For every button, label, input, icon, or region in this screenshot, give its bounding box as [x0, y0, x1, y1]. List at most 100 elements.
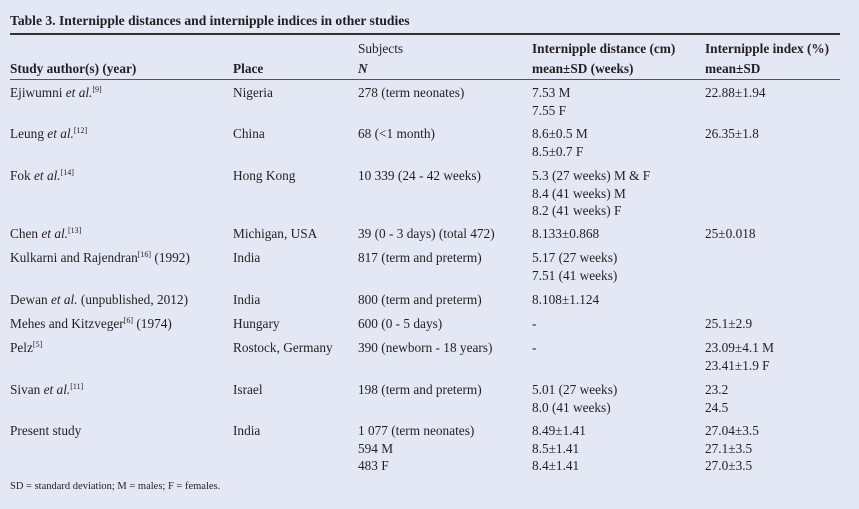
index-line: 27.04±3.5: [705, 423, 759, 438]
subjects-cell: 600 (0 - 5 days): [358, 315, 442, 333]
author-cell: Dewan et al. (unpublished, 2012): [10, 291, 188, 309]
header-author: Study author(s) (year): [10, 59, 136, 79]
et-al: et al.: [65, 85, 93, 100]
subjects-cell: 817 (term and preterm): [358, 249, 482, 267]
table-title: Table 3. Internipple distances and inter…: [10, 13, 410, 28]
index-cell: 25±0.018: [705, 225, 756, 243]
author-name: Ejiwumni: [10, 85, 66, 100]
subjects-cell: 68 (<1 month): [358, 125, 435, 143]
header-distance: Internipple distance (cm) mean±SD (weeks…: [532, 39, 675, 79]
index-cell: 26.35±1.8: [705, 125, 759, 143]
index-line: 23.2: [705, 382, 729, 397]
header-index-label: Internipple index (%): [705, 41, 830, 56]
author-cell: Leung et al.[12]: [10, 125, 87, 143]
index-cell: 25.1±2.9: [705, 315, 752, 333]
subjects-line: 278 (term neonates): [358, 85, 465, 100]
distance-cell: -: [532, 339, 536, 357]
author-cell: Kulkarni and Rajendran[16] (1992): [10, 249, 190, 267]
place-cell: China: [233, 126, 265, 141]
distance-line: 5.3 (27 weeks) M & F: [532, 168, 651, 183]
place-cell: India: [233, 292, 261, 307]
subjects-line: 10 339 (24 - 42 weeks): [358, 168, 481, 183]
distance-cell: 7.53 M 7.55 F: [532, 84, 570, 119]
subjects-cell: 39 (0 - 3 days) (total 472): [358, 225, 495, 243]
index-line: 25.1±2.9: [705, 316, 753, 331]
subjects-cell: 198 (term and preterm): [358, 381, 482, 399]
distance-cell: 5.01 (27 weeks) 8.0 (41 weeks): [532, 381, 617, 416]
distance-line: 8.4±1.41: [532, 458, 580, 473]
subjects-cell: 278 (term neonates): [358, 84, 464, 102]
place-cell: India: [233, 423, 261, 438]
header-subjects-n: N: [358, 61, 368, 76]
subjects-cell: 1 077 (term neonates) 594 M 483 F: [358, 422, 474, 475]
author-cell: Present study: [10, 422, 81, 440]
et-al: et al.: [41, 226, 68, 241]
distance-line: 8.133±0.868: [532, 226, 600, 241]
author-name: Dewan: [10, 292, 51, 307]
et-al: et al.: [47, 126, 74, 141]
distance-line: 7.51 (41 weeks): [532, 267, 618, 283]
distance-cell: 8.49±1.41 8.5±1.41 8.4±1.41: [532, 422, 586, 475]
subjects-line: 800 (term and preterm): [358, 292, 482, 307]
author-suffix: (unpublished, 2012): [77, 292, 189, 307]
reference: [16]: [137, 250, 152, 259]
header-place: Place: [233, 59, 263, 79]
reference: [13]: [68, 226, 82, 235]
author-name: Pelz: [10, 340, 33, 355]
subjects-line: 39 (0 - 3 days) (total 472): [358, 226, 495, 241]
et-al: et al.: [50, 292, 78, 307]
et-al: et al.: [43, 382, 71, 397]
place-cell: Israel: [233, 382, 263, 397]
distance-line: 7.55 F: [532, 102, 566, 118]
author-cell: Sivan et al.[11]: [10, 381, 83, 399]
header-author-label: Study author(s) (year): [10, 61, 137, 76]
index-line: 27.1±3.5: [705, 440, 753, 456]
subjects-line: 68 (<1 month): [358, 126, 435, 141]
author-cell: Ejiwumni et al.[9]: [10, 84, 102, 102]
top-rule: [10, 33, 840, 35]
reference: [11]: [70, 382, 84, 391]
distance-line: 8.0 (41 weeks): [532, 399, 611, 415]
distance-line: 8.49±1.41: [532, 423, 586, 438]
header-subjects-label: Subjects: [358, 41, 404, 56]
author-cell: Pelz[5]: [10, 339, 42, 357]
index-line: 23.09±4.1 M: [705, 340, 774, 355]
author-name: Mehes and Kitzveger: [10, 316, 124, 331]
subjects-cell: 800 (term and preterm): [358, 291, 482, 309]
header-distance-sub: mean±SD (weeks): [532, 61, 634, 76]
subjects-cell: 390 (newborn - 18 years): [358, 339, 492, 357]
distance-line: 5.17 (27 weeks): [532, 250, 618, 265]
reference: [14]: [60, 168, 74, 177]
author-cell: Fok et al.[14]: [10, 167, 74, 185]
subjects-line: 817 (term and preterm): [358, 250, 482, 265]
distance-line: 8.6±0.5 M: [532, 126, 588, 141]
header-index: Internipple index (%) mean±SD: [705, 39, 829, 79]
index-line: 24.5: [705, 399, 729, 415]
author-suffix: (1992): [151, 250, 190, 265]
place-cell: Rostock, Germany: [233, 340, 333, 355]
index-line: 23.41±1.9 F: [705, 357, 770, 373]
author-name: Present study: [10, 423, 82, 438]
place-cell: Nigeria: [233, 85, 273, 100]
subjects-line: 390 (newborn - 18 years): [358, 340, 493, 355]
et-al: et al.: [34, 168, 61, 183]
author-name: Chen: [10, 226, 42, 241]
header-distance-label: Internipple distance (cm): [532, 41, 676, 56]
distance-cell: 8.6±0.5 M 8.5±0.7 F: [532, 125, 588, 160]
author-name: Sivan: [10, 382, 44, 397]
reference: [12]: [73, 126, 88, 135]
index-cell: 27.04±3.5 27.1±3.5 27.0±3.5: [705, 422, 759, 475]
author-cell: Mehes and Kitzveger[6] (1974): [10, 315, 172, 333]
author-name: Leung: [10, 126, 48, 141]
index-line: 26.35±1.8: [705, 126, 759, 141]
distance-line: -: [532, 340, 537, 355]
subjects-line: 483 F: [358, 458, 389, 473]
place-cell: Michigan, USA: [233, 226, 318, 241]
header-subjects: Subjects N: [358, 39, 403, 79]
subjects-cell: 10 339 (24 - 42 weeks): [358, 167, 481, 185]
distance-line: -: [532, 316, 537, 331]
place-cell: Hong Kong: [233, 168, 296, 183]
index-cell: 23.09±4.1 M 23.41±1.9 F: [705, 339, 774, 374]
index-line: 27.0±3.5: [705, 458, 753, 473]
distance-cell: 5.17 (27 weeks) 7.51 (41 weeks): [532, 249, 617, 284]
